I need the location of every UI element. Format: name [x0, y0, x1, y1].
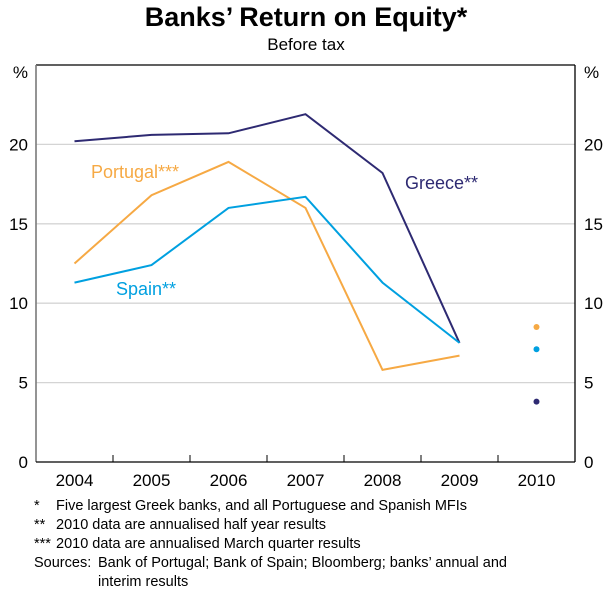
gridlines [36, 143, 575, 384]
footnote-text: Five largest Greek banks, and all Portug… [56, 498, 468, 514]
y-tick-label-right: 15 [584, 215, 603, 234]
data-point-2010-portugal [533, 324, 540, 331]
y-tick-label-left: 20 [9, 135, 28, 154]
y-tick-label-right: 0 [584, 453, 593, 472]
chart-subtitle: Before tax [267, 35, 345, 54]
sources-text-2: interim results [98, 574, 189, 590]
series-label-spain: Spain** [116, 279, 176, 299]
series-2010-points [533, 324, 540, 405]
footnote-text: 2010 data are annualised March quarter r… [56, 536, 361, 552]
footnote-mark: ** [34, 517, 46, 533]
x-tick-label: 2005 [133, 471, 171, 490]
y-unit-label-left: % [13, 63, 28, 82]
footnote-text: 2010 data are annualised half year resul… [56, 517, 327, 533]
y-unit-label-right: % [584, 63, 599, 82]
footnote-mark: *** [34, 536, 51, 552]
series-label-greece: Greece** [405, 173, 478, 193]
x-tick-label: 2006 [210, 471, 248, 490]
y-axis-labels: 0 0 5 5 10 10 15 15 20 20%% [9, 63, 603, 472]
series-labels: Greece** Portugal*** Spain** [91, 162, 478, 299]
x-tick-label: 2008 [364, 471, 402, 490]
footnote-mark: * [34, 498, 40, 514]
x-tick-label: 2010 [518, 471, 556, 490]
series-lines [73, 113, 461, 372]
series-line-portugal [73, 160, 460, 372]
data-point-2010-spain [533, 346, 540, 353]
y-tick-label-left: 0 [19, 453, 28, 472]
series-line-greece [74, 113, 461, 344]
y-tick-label-left: 5 [19, 374, 28, 393]
y-tick-label-right: 20 [584, 135, 603, 154]
footnote: *** 2010 data are annualised March quart… [34, 535, 507, 554]
data-point-2010-greece [533, 398, 540, 405]
x-tick-label: 2007 [287, 471, 325, 490]
x-tick-label: 2009 [441, 471, 479, 490]
series-line-spain [74, 195, 461, 344]
y-tick-label-right: 5 [584, 374, 593, 393]
series-label-portugal: Portugal*** [91, 162, 179, 182]
y-tick-label-right: 10 [584, 294, 603, 313]
x-axis-labels: 2004 2005 2006 2007 2008 2009 2010 [56, 471, 556, 490]
x-axis-ticks [112, 455, 499, 462]
y-tick-label-left: 15 [9, 215, 28, 234]
y-tick-label-left: 10 [9, 294, 28, 313]
chart-title: Banks’ Return on Equity* [144, 2, 468, 32]
x-tick-label: 2004 [56, 471, 94, 490]
footnotes: * Five largest Greek banks, and all Port… [34, 497, 507, 592]
sources: Sources: Bank of Portugal; Bank of Spain… [34, 554, 507, 573]
sources-label: Sources: [34, 555, 92, 571]
sources-text: Bank of Portugal; Bank of Spain; Bloombe… [98, 555, 507, 571]
sources-continued: interim results [34, 573, 507, 592]
plot-frame [35, 64, 576, 463]
footnote: * Five largest Greek banks, and all Port… [34, 497, 507, 516]
footnote: ** 2010 data are annualised half year re… [34, 516, 507, 535]
